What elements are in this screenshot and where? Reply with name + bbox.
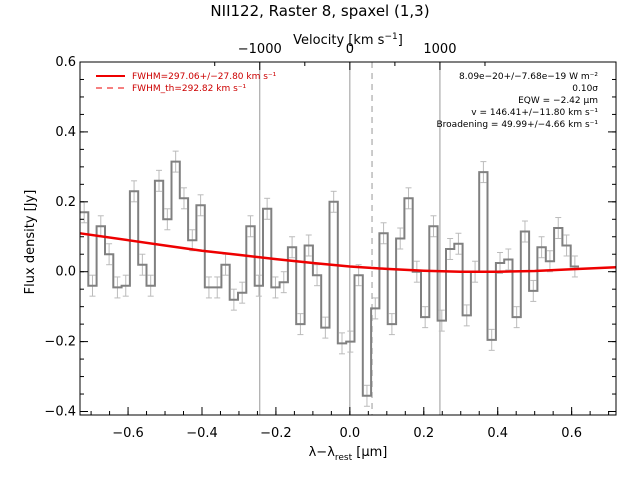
fit-series	[79, 232, 617, 273]
x-tick-label: −0.4	[186, 426, 218, 441]
top-tick-label: 0	[346, 42, 354, 57]
annotation-velocity: v = 146.41+/−11.80 km s⁻¹	[471, 108, 598, 118]
top-tick-label: 1000	[423, 42, 456, 57]
legend: FWHM=297.06+/−27.80 km s⁻¹ FWHM_th=292.8…	[96, 72, 277, 94]
x-tick-label: 0.4	[487, 426, 508, 441]
fit-annotations: 8.09e−20+/−7.68e−19 W m⁻² 0.10σ EQW = −2…	[437, 72, 599, 130]
plot-frame	[79, 61, 617, 416]
axis-ticks	[80, 61, 616, 415]
y-tick-label: 0.0	[55, 265, 76, 280]
y-axis-title: Flux density [Jy]	[23, 190, 38, 295]
y-tick-label: 0.2	[55, 195, 76, 210]
annotation-flux: 8.09e−20+/−7.68e−19 W m⁻²	[459, 72, 598, 82]
top-tick-label: −1000	[238, 42, 282, 57]
reference-lines	[259, 62, 441, 415]
y-tick-label: −0.2	[44, 335, 76, 350]
x-tick-label: −0.2	[260, 426, 292, 441]
x-tick-label: 0.6	[561, 426, 582, 441]
annotation-eqw: EQW = −2.42 μm	[518, 96, 598, 106]
chart-title: NII122, Raster 8, spaxel (1,3)	[210, 2, 429, 20]
y-tick-label: −0.4	[44, 405, 76, 420]
spectrum-series	[80, 160, 579, 397]
legend-solid-label: FWHM=297.06+/−27.80 km s⁻¹	[132, 72, 277, 82]
top-axis-title: Velocity [km s−1]	[293, 32, 403, 48]
annotation-broadening: Broadening = 49.99+/−4.66 km s⁻¹	[437, 120, 599, 130]
axis-tick-labels: −0.6 −0.4 −0.2 0.0 0.2 0.4 0.6 −0.4 −0.2 0.0 0.2 0.…	[44, 42, 582, 441]
legend-dashed-label: FWHM_th=292.82 km s⁻¹	[132, 84, 247, 94]
y-tick-label: 0.4	[55, 125, 76, 140]
x-tick-label: −0.6	[112, 426, 144, 441]
y-tick-label: 0.6	[55, 55, 76, 70]
x-tick-label: 0.2	[413, 426, 434, 441]
x-tick-label: 0.0	[340, 426, 361, 441]
annotation-sigma: 0.10σ	[572, 84, 598, 94]
x-axis-title: λ−λrest [μm]	[309, 445, 388, 463]
